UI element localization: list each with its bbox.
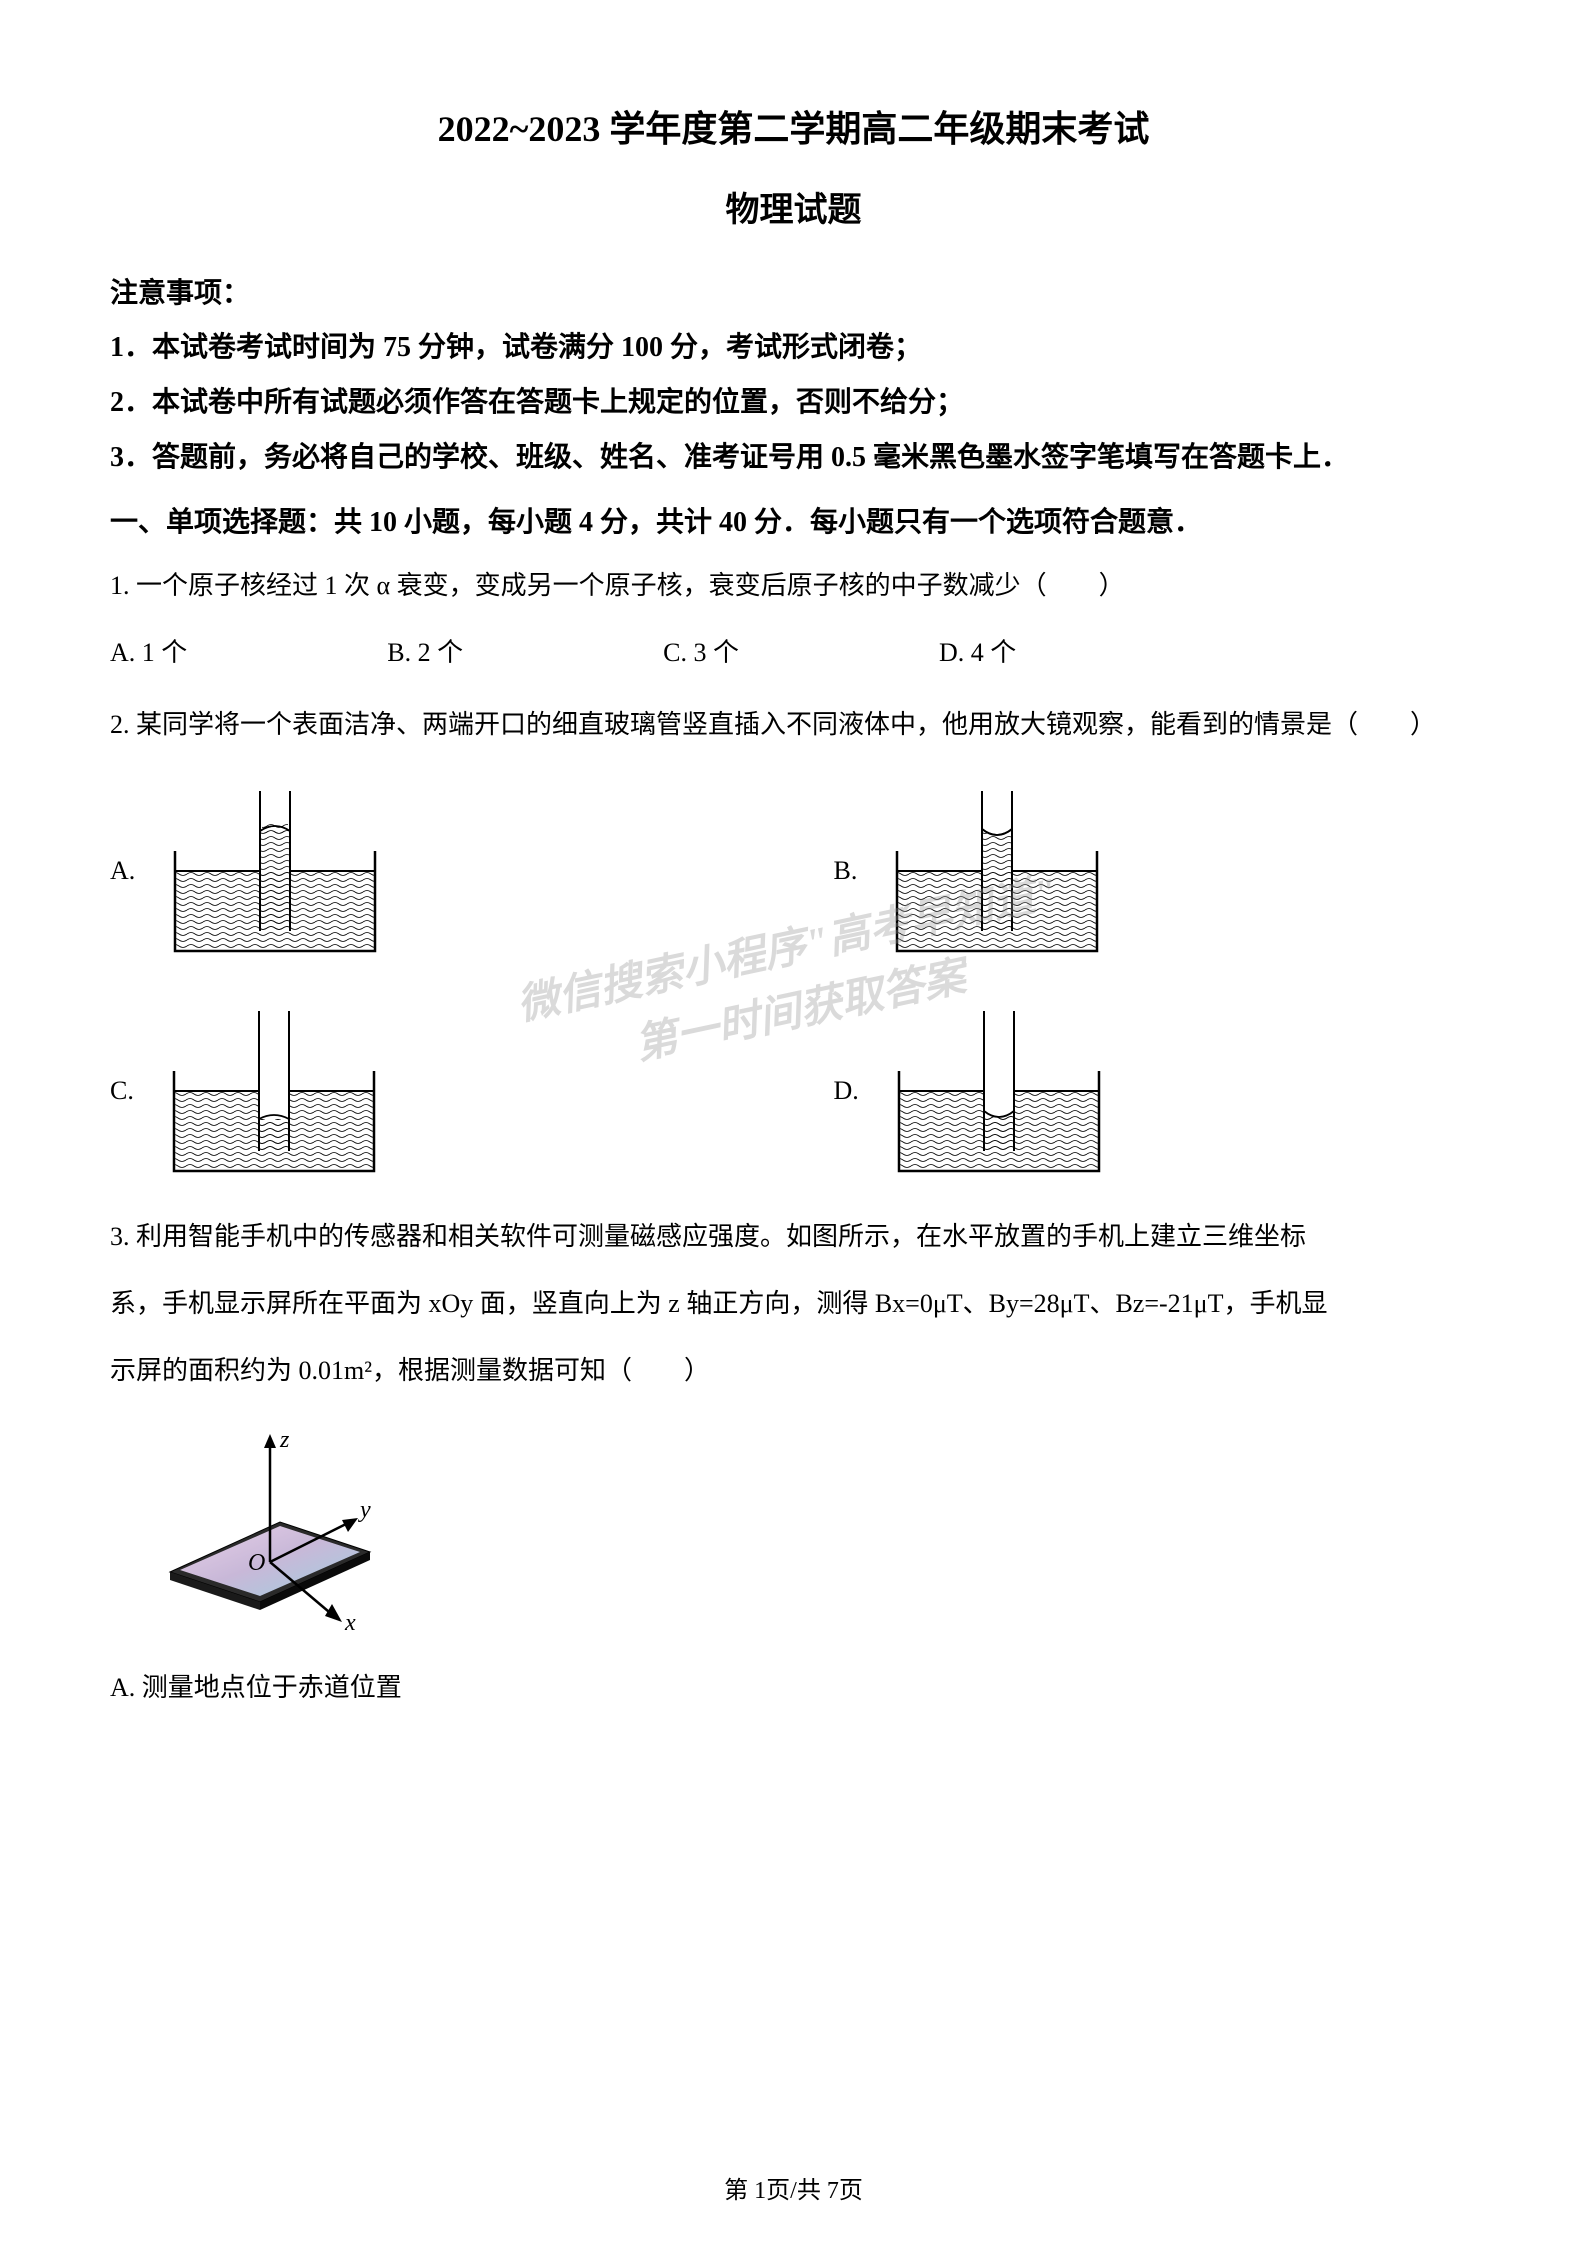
q2-diagram-a: A.	[110, 781, 754, 961]
axis-y-label: y	[358, 1497, 371, 1523]
notice-item-3: 3．答题前，务必将自己的学校、班级、姓名、准考证号用 0.5 毫米黑色墨水签字笔…	[110, 436, 1477, 481]
beaker-b-icon	[877, 781, 1117, 961]
q3-text-3: 示屏的面积约为 0.01m²，根据测量数据可知（ ）	[110, 1345, 1477, 1397]
q2-diagram-c: C.	[110, 1001, 754, 1181]
q3-diagram: z y x O	[140, 1422, 1477, 1637]
axis-x-label: x	[344, 1610, 356, 1632]
q1-option-c: C. 3 个	[663, 632, 739, 669]
q2-text: 2. 某同学将一个表面洁净、两端开口的细直玻璃管竖直插入不同液体中，他用放大镜观…	[110, 699, 1477, 751]
question-1: 1. 一个原子核经过 1 次 α 衰变，变成另一个原子核，衰变后原子核的中子数减…	[110, 560, 1477, 612]
axis-z-label: z	[279, 1427, 290, 1453]
q2-label-b: B.	[834, 856, 858, 886]
notice-item-2: 2．本试卷中所有试题必须作答在答题卡上规定的位置，否则不给分；	[110, 381, 1477, 426]
question-3: 3. 利用智能手机中的传感器和相关软件可测量磁感应强度。如图所示，在水平放置的手…	[110, 1211, 1477, 1397]
q1-option-b: B. 2 个	[387, 632, 463, 669]
q1-option-a: A. 1 个	[110, 632, 187, 669]
q2-diagrams: 微信搜索小程序"高考早知道" 第一时间获取答案 A.	[110, 781, 1477, 1181]
beaker-d-icon	[879, 1001, 1119, 1181]
q2-label-c: C.	[110, 1076, 134, 1106]
axis-o-label: O	[248, 1550, 265, 1576]
section-heading: 一、单项选择题：共 10 小题，每小题 4 分，共计 40 分．每小题只有一个选…	[110, 500, 1477, 540]
q1-options: A. 1 个 B. 2 个 C. 3 个 D. 4 个	[110, 632, 1477, 669]
phone-axes-icon: z y x O	[140, 1422, 420, 1632]
q3-text-2: 系，手机显示屏所在平面为 xOy 面，竖直向上为 z 轴正方向，测得 Bx=0μ…	[110, 1278, 1477, 1330]
q2-label-d: D.	[834, 1076, 859, 1106]
exam-title: 2022~2023 学年度第二学期高二年级期末考试	[110, 100, 1477, 152]
q2-diagram-d: D.	[834, 1001, 1478, 1181]
question-2: 2. 某同学将一个表面洁净、两端开口的细直玻璃管竖直插入不同液体中，他用放大镜观…	[110, 699, 1477, 751]
q3-text-1: 3. 利用智能手机中的传感器和相关软件可测量磁感应强度。如图所示，在水平放置的手…	[110, 1211, 1477, 1263]
beaker-a-icon	[155, 781, 395, 961]
q2-label-a: A.	[110, 856, 135, 886]
beaker-c-icon	[154, 1001, 394, 1181]
page-footer: 第 1页/共 7页	[0, 2170, 1587, 2205]
q1-option-d: D. 4 个	[939, 632, 1016, 669]
notice-heading: 注意事项：	[110, 271, 1477, 311]
q1-text: 1. 一个原子核经过 1 次 α 衰变，变成另一个原子核，衰变后原子核的中子数减…	[110, 560, 1477, 612]
q2-diagram-b: B.	[834, 781, 1478, 961]
subject-title: 物理试题	[110, 182, 1477, 231]
q3-option-a: A. 测量地点位于赤道位置	[110, 1667, 1477, 1704]
notice-item-1: 1．本试卷考试时间为 75 分钟，试卷满分 100 分，考试形式闭卷；	[110, 326, 1477, 371]
